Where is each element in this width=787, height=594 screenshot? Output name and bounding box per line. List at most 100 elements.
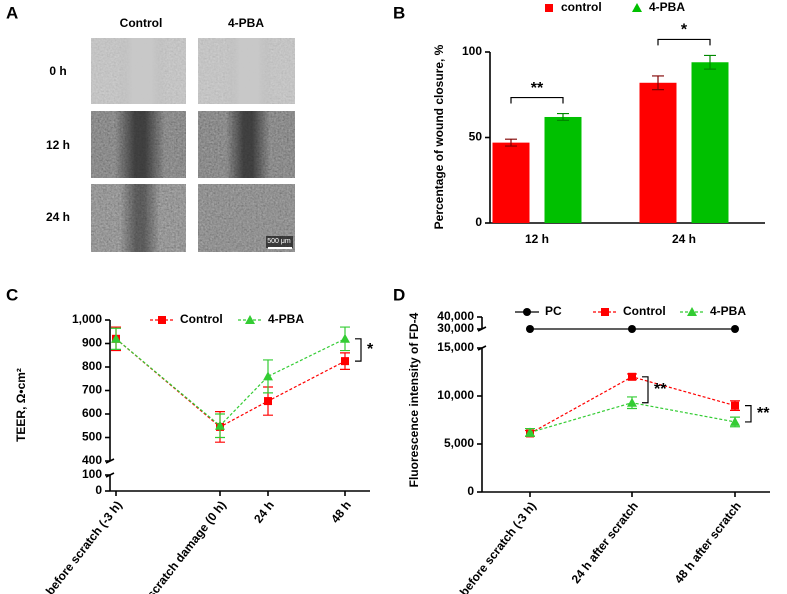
bar [639,82,677,223]
x-tick-label: 48 h after scratch [672,499,744,586]
marker [526,325,534,333]
y-tick-label: 10,000 [437,388,474,402]
marker [264,397,272,406]
column-label: 4-PBA [228,16,264,30]
y-tick-label: 15,000 [437,340,474,354]
significance-label: ** [654,381,667,398]
marker [525,427,535,437]
x-tick-label: 24 h [251,498,277,526]
x-tick-label: before scratch (-3 h) [457,499,539,594]
panel-label: C [6,285,18,304]
significance-label: ** [757,405,770,422]
scale-box [266,236,293,248]
x-tick-label: scratch damage (0 h) [144,498,229,594]
row-label: 0 h [49,64,66,78]
marker [111,333,121,343]
significance-bracket [510,96,564,104]
y-tick-label: 0 [95,483,102,497]
y-tick-label: 50 [469,130,483,144]
panel-label: A [6,3,18,22]
x-tick-label: 24 h [672,232,696,246]
marker [731,401,739,410]
y-axis-label: Fluorescence intensity of FD-4 [407,312,421,487]
series-line [115,338,346,427]
chart-panel: B Percentage of wound closure, % 0 50 100 con… [393,0,765,246]
marker [215,420,225,430]
y-tick-label: 400 [82,453,102,467]
marker [632,3,642,12]
legend-label: control [561,0,602,14]
y-tick-label: 900 [82,336,102,350]
marker [687,307,697,316]
y-axis-label: Percentage of wound closure, % [432,44,446,229]
y-tick-label: 800 [82,359,102,373]
panel-label: D [393,285,405,304]
significance-label: * [367,341,374,358]
significance-label: ** [531,80,544,97]
marker [263,371,273,381]
marker [158,316,166,324]
micrograph [91,184,186,252]
legend-label: 4-PBA [710,304,746,318]
x-tick-label: 48 h [328,498,354,526]
x-tick-label: 24 h after scratch [569,499,641,586]
panel-a: A Control 4-PBA 0 h 12 h 24 h [6,3,295,252]
error-bar [704,54,716,70]
bar [544,116,582,223]
y-tick-label: 40,000 [437,309,474,323]
significance-bracket [642,376,649,404]
y-tick-label: 0 [475,215,482,229]
significance-label: * [681,22,688,39]
x-tick-label: 12 h [525,232,549,246]
marker [341,357,349,366]
legend-label: PC [545,304,562,318]
bar [691,62,729,224]
row-label: 12 h [46,138,70,152]
y-axis-label: TEER, Ω•cm² [14,368,28,442]
micrograph [198,38,295,104]
series-line [115,338,346,428]
marker [731,325,739,333]
error-bar [652,75,664,91]
y-tick-label: 30,000 [437,321,474,335]
bar [492,142,530,223]
legend-label: 4-PBA [268,312,304,326]
micrograph [198,111,295,178]
marker [628,372,636,381]
row-label: 24 h [46,210,70,224]
significance-bracket [745,405,752,423]
y-tick-label: 100 [82,467,102,481]
legend-label: Control [623,304,666,318]
significance-bracket [657,38,711,46]
marker [628,325,636,333]
micrograph [91,38,186,104]
y-tick-label: 1,000 [72,312,102,326]
marker [523,308,531,316]
marker [601,308,609,316]
y-tick-label: 5,000 [444,436,474,450]
significance-bracket [355,338,362,362]
marker [245,315,255,324]
micrograph [91,111,186,178]
panel-label: B [393,3,405,22]
error-bar [557,112,569,121]
marker [545,4,553,12]
y-tick-label: 600 [82,406,102,420]
y-tick-label: 500 [82,430,102,444]
marker [340,333,350,343]
x-tick-label: before scratch (-3 h) [43,498,125,594]
column-label: Control [120,16,163,30]
marker [627,397,637,407]
scale-bar-label: 500 μm [267,238,291,245]
axis-break [477,326,487,351]
y-tick-label: 0 [467,484,474,498]
y-tick-label: 700 [82,383,102,397]
error-bar [505,138,517,147]
legend-label: Control [180,312,223,326]
y-tick-label: 100 [462,44,482,58]
marker [730,416,740,426]
legend-label: 4-PBA [649,0,685,14]
